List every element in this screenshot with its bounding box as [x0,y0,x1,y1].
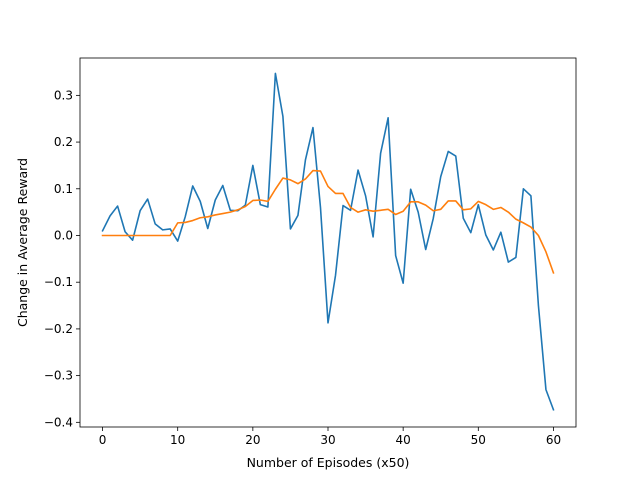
x-tick-label: 20 [245,433,260,447]
x-axis-label: Number of Episodes (x50) [247,455,410,470]
x-tick-label: 60 [546,433,561,447]
x-tick-label: 0 [99,433,107,447]
x-tick-label: 50 [471,433,486,447]
y-tick-label: −0.4 [44,415,73,429]
series-line-2 [101,169,555,274]
y-tick-label: 0.1 [54,182,73,196]
plot-area [101,72,555,411]
axes-frame [79,57,577,428]
axis-ticks: 0 10 20 30 40 50 60 −0.4 −0.3 −0.2 −0.1 0.0 0.1 0.2 0.… [44,88,561,447]
y-tick-label: 0.2 [54,135,73,149]
y-tick-label: −0.3 [44,369,73,383]
y-tick-label: 0.0 [54,228,73,242]
x-tick-label: 10 [170,433,185,447]
x-tick-label: 40 [396,433,411,447]
y-tick-label: −0.1 [44,275,73,289]
y-tick-label: −0.2 [44,322,73,336]
x-tick-label: 30 [320,433,335,447]
y-tick-label: 0.3 [54,88,73,102]
series-line-1 [101,72,555,411]
y-axis-label: Change in Average Reward [15,158,30,327]
